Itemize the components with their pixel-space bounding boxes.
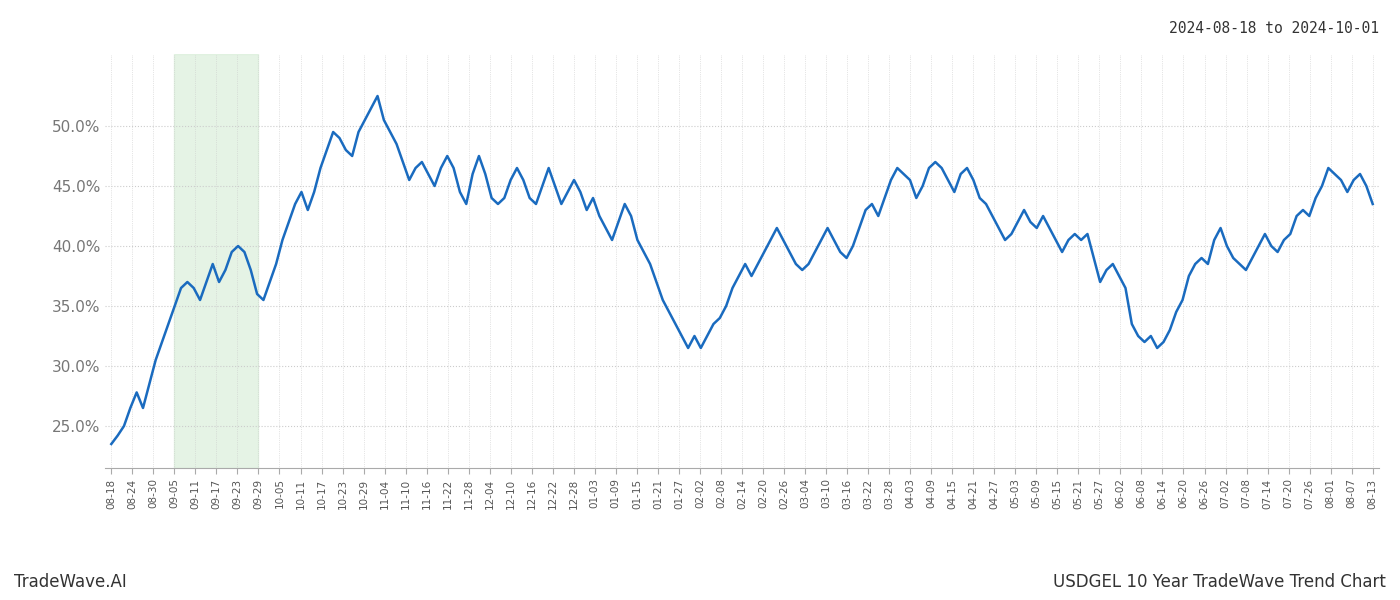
Bar	[175, 54, 259, 468]
Text: USDGEL 10 Year TradeWave Trend Chart: USDGEL 10 Year TradeWave Trend Chart	[1053, 573, 1386, 591]
Text: 2024-08-18 to 2024-10-01: 2024-08-18 to 2024-10-01	[1169, 21, 1379, 36]
Text: TradeWave.AI: TradeWave.AI	[14, 573, 127, 591]
